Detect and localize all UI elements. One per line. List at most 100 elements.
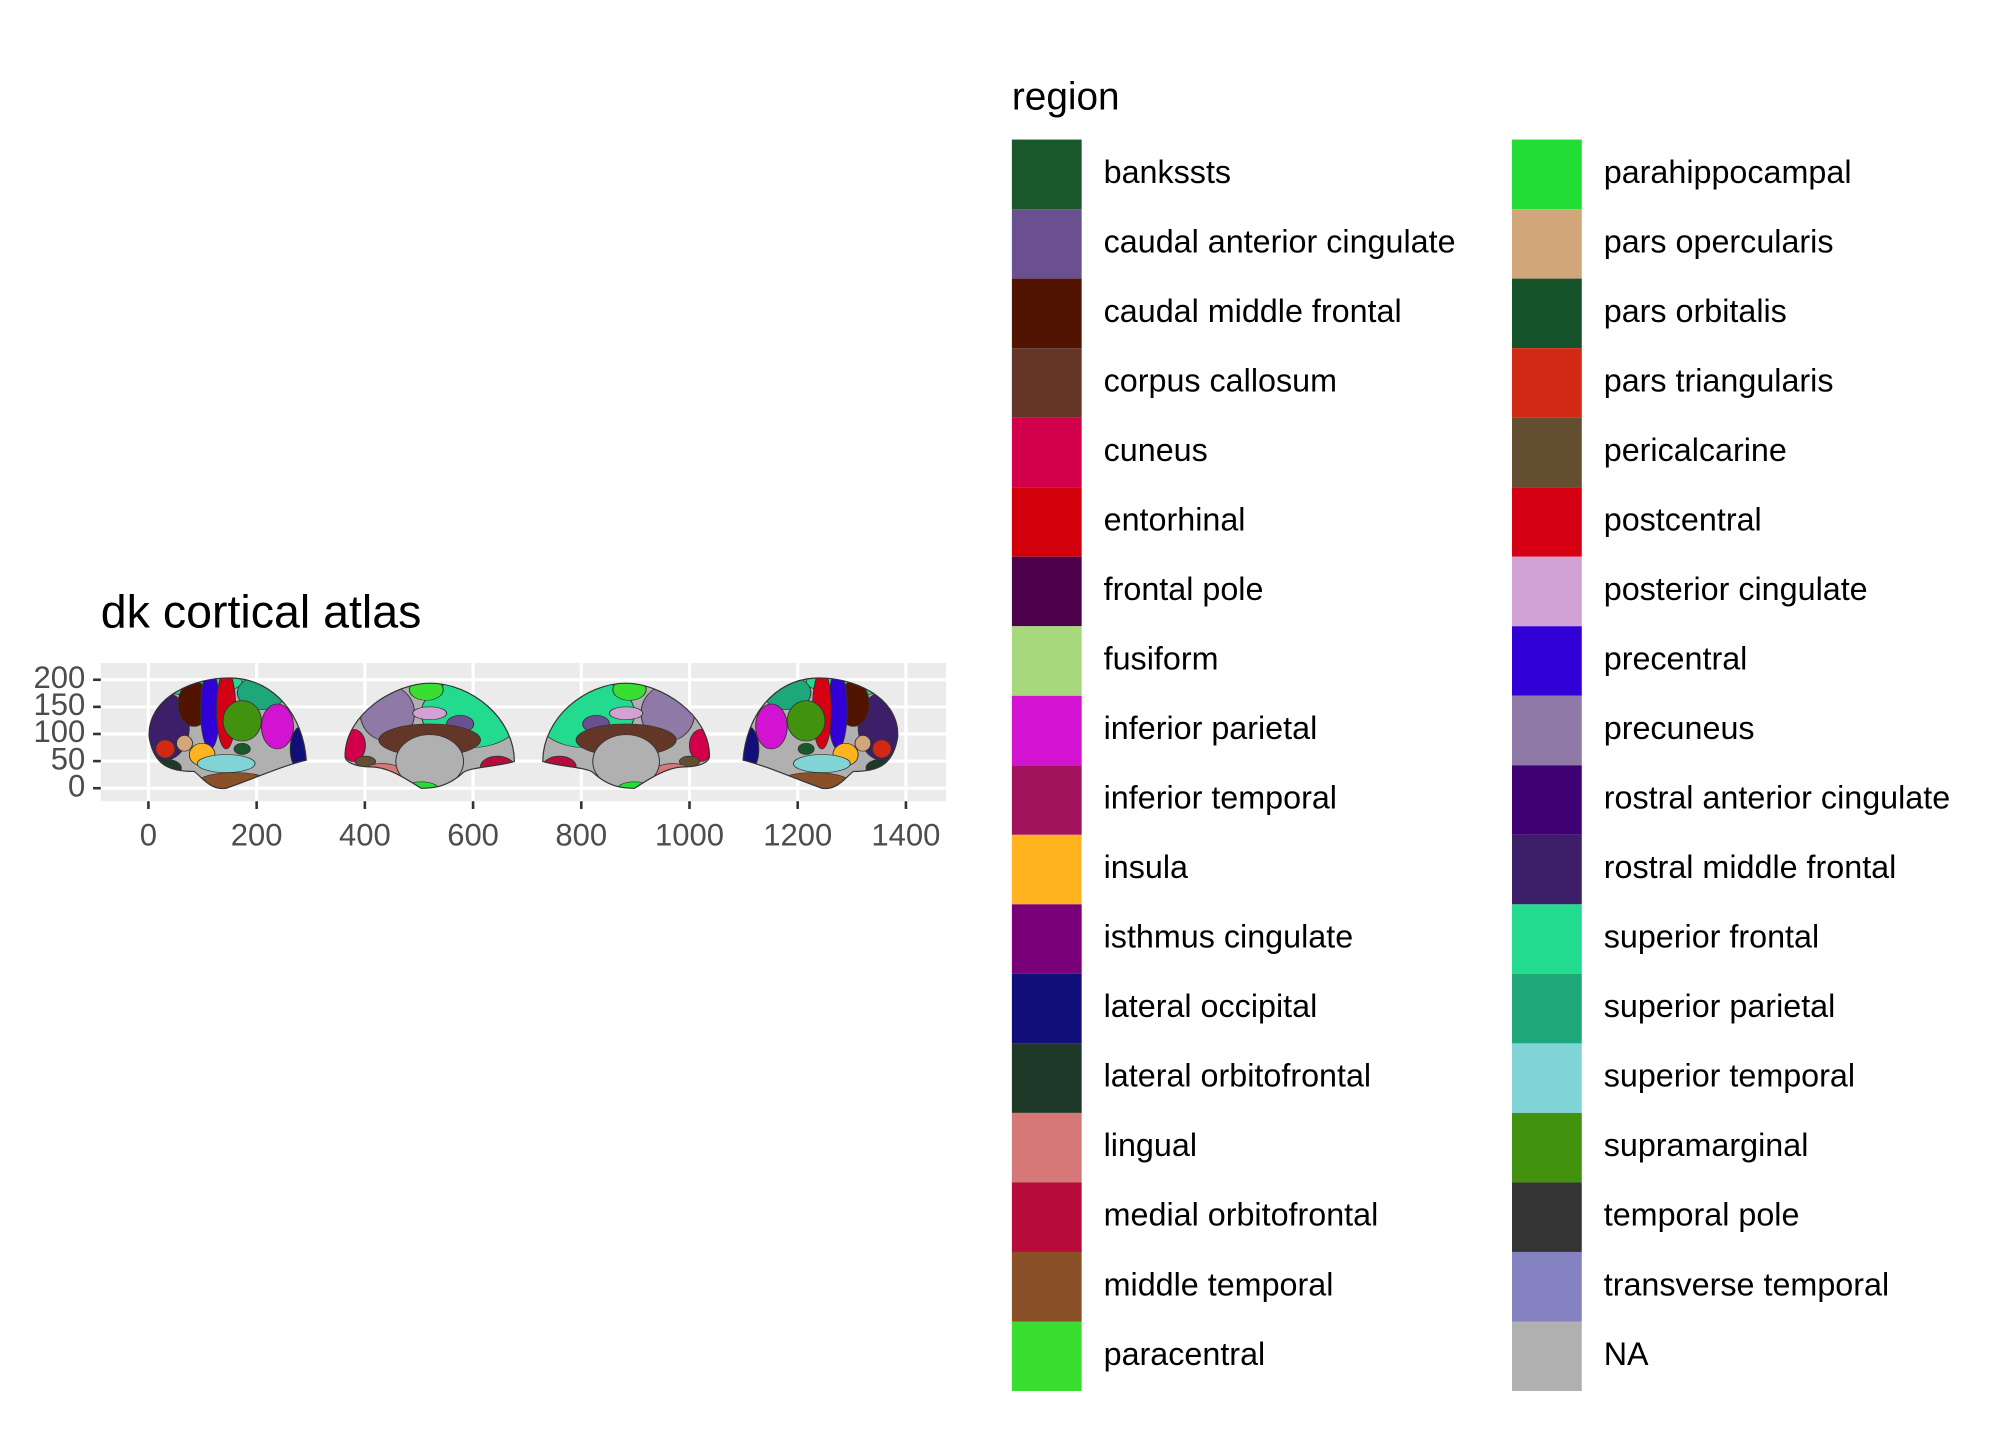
legend-label: parahippocampal (1604, 154, 1852, 190)
region-patch (755, 703, 788, 750)
legend-label: superior temporal (1604, 1058, 1855, 1094)
legend-key (1511, 834, 1582, 905)
y-tick-label: 150 (34, 687, 86, 722)
legend-key (1011, 1112, 1082, 1183)
x-tick-label: 1200 (763, 818, 832, 853)
legend-key (1511, 487, 1582, 557)
legend-key (1511, 556, 1582, 627)
legend-label: lateral orbitofrontal (1104, 1058, 1372, 1094)
legend-label: superior parietal (1604, 988, 1836, 1024)
legend-key (1511, 626, 1582, 696)
x-tick-label: 400 (339, 818, 391, 853)
legend-key (1011, 1182, 1082, 1252)
legend-label: pars triangularis (1604, 362, 1834, 398)
legend-key (1011, 1043, 1082, 1113)
legend-label: entorhinal (1104, 501, 1246, 537)
legend-key (1511, 1251, 1582, 1322)
region-patch (196, 754, 256, 773)
legend-key (1011, 765, 1082, 835)
legend-key (1511, 904, 1582, 974)
legend-label: medial orbitofrontal (1104, 1197, 1379, 1233)
legend-key (1011, 209, 1082, 279)
region-patch (155, 739, 176, 759)
region-patch (797, 742, 815, 755)
legend-label: lingual (1104, 1127, 1197, 1163)
legend-label: supramarginal (1604, 1127, 1809, 1163)
legend-label: corpus callosum (1104, 362, 1337, 398)
legend-label: superior frontal (1604, 919, 1819, 955)
y-tick-label: 0 (68, 768, 85, 803)
legend-label: NA (1604, 1336, 1649, 1372)
legend-key (1011, 1321, 1082, 1392)
hemisphere (149, 677, 307, 789)
region-patch (222, 700, 262, 742)
legend-key (1511, 417, 1582, 488)
legend-label: bankssts (1104, 154, 1231, 190)
legend-key (1511, 1043, 1582, 1113)
legend-key (1011, 348, 1082, 418)
legend-key (1011, 904, 1082, 974)
legend-key (1511, 765, 1582, 835)
region-patch (260, 703, 294, 750)
patches (149, 677, 307, 789)
legend-label: paracentral (1104, 1336, 1266, 1372)
legend-key (1511, 278, 1582, 349)
x-tick-label: 1000 (655, 818, 724, 853)
legend-label: pericalcarine (1604, 432, 1787, 468)
legend-label: isthmus cingulate (1104, 919, 1354, 955)
legend-label: cuneus (1104, 432, 1208, 468)
region-patch (412, 706, 448, 720)
legend-label: inferior parietal (1104, 710, 1318, 746)
legend-label: rostral anterior cingulate (1604, 780, 1950, 816)
legend-label: frontal pole (1104, 571, 1264, 607)
legend-key (1011, 626, 1082, 696)
legend-label: pars orbitalis (1604, 293, 1787, 329)
legend-label: caudal anterior cingulate (1104, 223, 1456, 259)
legend-title: region (1012, 76, 1120, 119)
hemisphere-outline (743, 678, 898, 789)
legend-key (1511, 139, 1582, 210)
legend-label: rostral middle frontal (1604, 849, 1897, 885)
legend-label: fusiform (1104, 641, 1219, 677)
legend-label: precuneus (1604, 710, 1755, 746)
legend-key (1011, 556, 1082, 627)
region-patch (871, 739, 892, 759)
legend-key (1511, 695, 1582, 766)
legend-label: lateral occipital (1104, 988, 1318, 1024)
hemisphere-outline (543, 683, 710, 788)
x-tick-label: 200 (231, 818, 283, 853)
y-tick-label: 200 (34, 660, 86, 695)
legend-key (1511, 973, 1582, 1044)
legend-label: caudal middle frontal (1104, 293, 1402, 329)
legend-key (1011, 834, 1082, 905)
legend-key (1511, 1321, 1582, 1392)
legend-key (1011, 1251, 1082, 1322)
region-patch (786, 700, 826, 742)
legend-label: middle temporal (1104, 1266, 1334, 1302)
hemisphere-outline (345, 683, 514, 788)
x-tick-label: 0 (140, 818, 157, 853)
legend-label: insula (1104, 849, 1188, 885)
legend-key (1011, 417, 1082, 488)
chart-title: dk cortical atlas (101, 585, 422, 637)
x-tick-label: 1400 (871, 818, 940, 853)
region-patch (793, 754, 851, 773)
region-patch (233, 742, 251, 755)
legend-key (1011, 973, 1082, 1044)
x-tick-label: 800 (555, 818, 607, 853)
legend-key (1011, 487, 1082, 557)
hemisphere-outline (149, 678, 306, 789)
legend-label: postcentral (1604, 501, 1762, 537)
region-patch (854, 735, 872, 752)
y-tick-label: 100 (34, 714, 86, 749)
legend-label: posterior cingulate (1604, 571, 1868, 607)
x-tick-label: 600 (447, 818, 499, 853)
legend-key (1511, 209, 1582, 279)
legend-label: pars opercularis (1604, 223, 1834, 259)
legend-key (1511, 1182, 1582, 1252)
legend-key (1011, 278, 1082, 349)
legend-key (1511, 1112, 1582, 1183)
region-patch (608, 706, 644, 720)
